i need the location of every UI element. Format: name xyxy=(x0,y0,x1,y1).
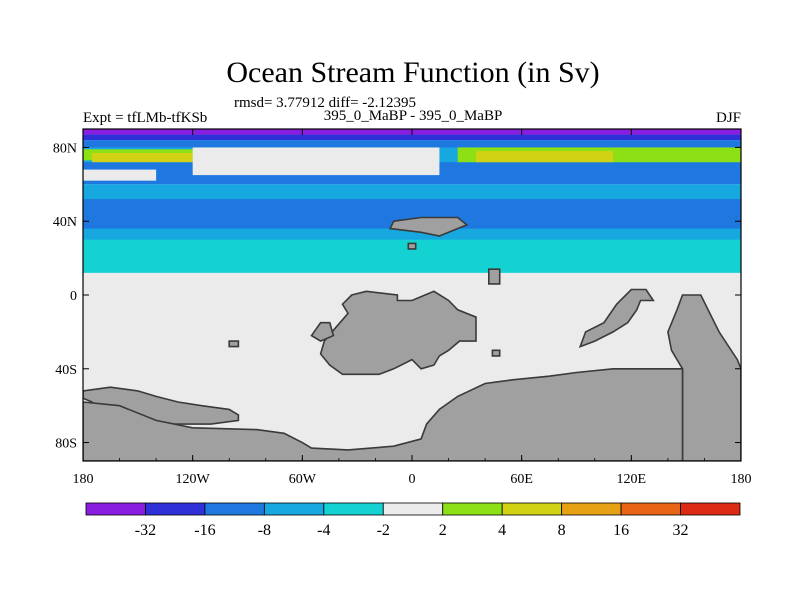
colorbar-label-9: 32 xyxy=(673,522,689,539)
land-north-island xyxy=(388,216,469,237)
land-small-island-4 xyxy=(491,349,501,357)
y-tick-label-1: 40N xyxy=(53,215,77,230)
colorbar-swatch-1 xyxy=(145,502,206,516)
colorbar-label-6: 4 xyxy=(498,522,506,539)
colorbar-swatch-8 xyxy=(561,502,622,516)
right-label: DJF xyxy=(716,110,741,126)
x-tick-label-2: 60W xyxy=(289,472,317,487)
colorbar-label-1: -16 xyxy=(194,522,215,539)
colorbar-swatch-3 xyxy=(263,502,325,516)
land-india-asia xyxy=(578,288,655,348)
colorbar-label-7: 8 xyxy=(558,522,566,539)
contour-band-9 xyxy=(83,169,157,181)
contour-band-6 xyxy=(192,147,440,176)
contour-band-8 xyxy=(475,151,614,163)
left-label: Expt = tfLMb-tfKSb xyxy=(83,110,207,126)
x-tick-label-4: 60E xyxy=(510,472,533,487)
land-small-island-2 xyxy=(487,268,501,285)
x-tick-label-1: 120W xyxy=(176,472,211,487)
colorbar-swatch-5 xyxy=(382,502,444,516)
colorbar: -32 -16 -8 -4 -2 2 4 8 16 32 xyxy=(85,502,741,539)
colorbar-swatch-0 xyxy=(85,502,146,516)
colorbar-swatch-9 xyxy=(620,502,681,516)
land-west-africa-piece xyxy=(310,321,335,342)
colorbar-label-0: -32 xyxy=(135,522,156,539)
colorbar-label-2: -8 xyxy=(258,522,271,539)
y-tick-label-0: 80N xyxy=(53,141,77,156)
land-small-island-3 xyxy=(228,340,240,348)
colorbar-label-3: -4 xyxy=(317,522,330,539)
contour-band-5 xyxy=(92,152,193,163)
colorbar-label-8: 16 xyxy=(613,522,629,539)
colorbar-swatch-6 xyxy=(442,502,503,516)
x-axis: 180 120W 60W 0 60E 120E 180 xyxy=(73,129,752,487)
colorbar-label-5: 2 xyxy=(439,522,447,539)
y-tick-label-2: 0 xyxy=(70,289,77,304)
stats-line: rmsd= 3.77912 diff= -2.12395 xyxy=(234,95,416,111)
center-label: 395_0_MaBP - 395_0_MaBP xyxy=(324,108,503,124)
y-axis: 80N 40N 0 40S 80S xyxy=(53,141,741,452)
land-australia-east xyxy=(667,294,741,461)
chart-title: Ocean Stream Function (in Sv) xyxy=(226,56,599,89)
colorbar-swatch-2 xyxy=(204,502,265,516)
y-tick-label-4: 80S xyxy=(55,437,77,452)
land-small-island-1 xyxy=(407,242,417,250)
colorbar-label-4: -2 xyxy=(377,522,390,539)
colorbar-swatch-10 xyxy=(680,502,741,516)
x-tick-label-6: 180 xyxy=(731,472,752,487)
y-tick-label-3: 40S xyxy=(55,363,77,378)
map-plot xyxy=(83,129,741,461)
x-tick-label-5: 120E xyxy=(617,472,647,487)
x-tick-label-0: 180 xyxy=(73,472,94,487)
contour-band-1 xyxy=(83,134,741,141)
colorbar-swatch-4 xyxy=(323,502,384,516)
x-tick-label-3: 0 xyxy=(409,472,416,487)
colorbar-swatch-7 xyxy=(501,502,563,516)
land-south-polar xyxy=(83,367,684,461)
